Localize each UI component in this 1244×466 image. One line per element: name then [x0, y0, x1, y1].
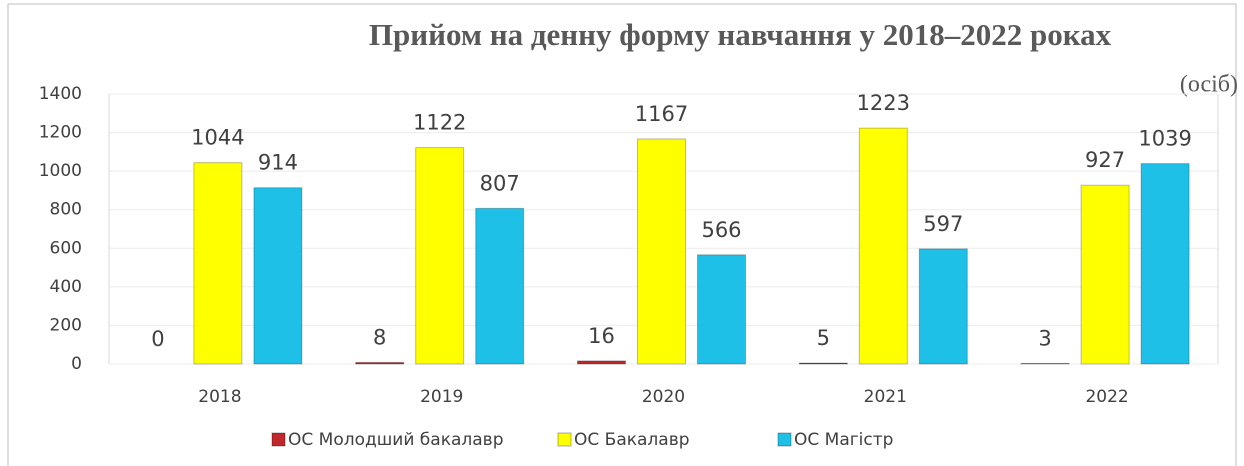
x-tick-label: 2019 [420, 387, 463, 407]
bar [637, 138, 686, 365]
bar [193, 162, 243, 365]
value-label: 1167 [635, 102, 688, 126]
y-tick-label: 1400 [39, 84, 82, 104]
x-tick-label: 2022 [1085, 387, 1128, 407]
unit-label: (осіб) [1180, 72, 1238, 98]
legend-swatch [777, 432, 792, 447]
x-tick-label: 2018 [198, 387, 241, 407]
legend-swatch [557, 432, 572, 447]
y-tick-label: 600 [50, 238, 82, 258]
value-label: 914 [258, 151, 298, 175]
value-label: 3 [1038, 326, 1051, 350]
value-label: 16 [588, 324, 615, 348]
bar [1080, 184, 1130, 365]
value-label: 1223 [857, 91, 910, 115]
bar [697, 254, 746, 365]
y-tick-label: 400 [50, 277, 82, 297]
bar [1020, 362, 1070, 365]
y-tick-label: 800 [50, 200, 82, 220]
legend-label: ОС Молодший бакалавр [288, 430, 503, 450]
x-tick-label: 2021 [864, 387, 907, 407]
value-label: 5 [817, 326, 830, 350]
bar [415, 147, 465, 365]
chart-title: Прийом на денну форму навчання у 2018–20… [369, 17, 1112, 52]
bar [1140, 163, 1190, 365]
y-tick-label: 0 [71, 354, 82, 374]
value-label: 1122 [413, 111, 466, 135]
bar [918, 248, 968, 365]
legend-swatch [271, 432, 286, 447]
bar [858, 127, 908, 365]
legend-label: ОС Бакалавр [574, 430, 690, 450]
bar [577, 360, 626, 365]
value-label: 1039 [1138, 127, 1191, 151]
value-label: 8 [373, 325, 386, 349]
value-label: 566 [701, 218, 741, 242]
value-label: 1044 [191, 126, 244, 150]
x-tick-label: 2020 [642, 387, 685, 407]
y-tick-label: 1000 [39, 161, 82, 181]
bar [475, 207, 525, 365]
bar [798, 362, 848, 365]
bar [253, 187, 303, 365]
value-label: 597 [923, 212, 963, 236]
legend-label: ОС Магістр [794, 430, 893, 450]
y-tick-label: 1200 [39, 123, 82, 143]
value-label: 927 [1085, 148, 1125, 172]
value-label: 807 [480, 171, 520, 195]
value-label: 0 [151, 327, 164, 351]
chart-frame [7, 3, 1237, 466]
y-tick-label: 200 [50, 315, 82, 335]
bar [355, 361, 405, 365]
